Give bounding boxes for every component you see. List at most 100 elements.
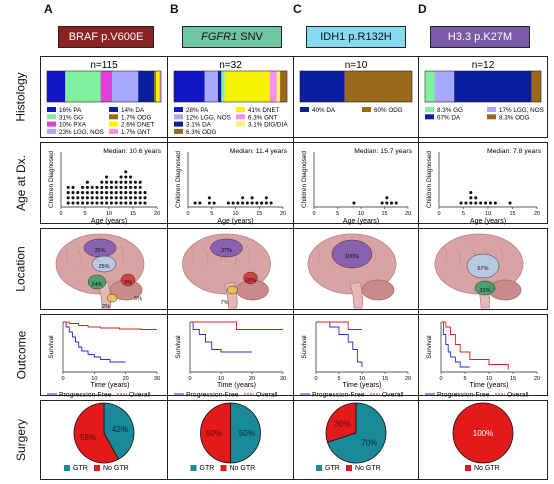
- km-x-tick-label: 20: [405, 376, 411, 382]
- age-data-point: [129, 175, 133, 179]
- age-data-point: [71, 185, 75, 189]
- km-x-tick-label: 0: [314, 376, 317, 382]
- age-data-point: [269, 201, 273, 205]
- legend-label: 6.3% GNT: [248, 114, 278, 121]
- age-data-point: [124, 196, 128, 200]
- age-data-point: [81, 185, 85, 189]
- age-data-point: [71, 191, 75, 195]
- age-data-point: [66, 185, 70, 189]
- age-y-label: Children Diagnosed: [426, 151, 433, 208]
- age-data-point: [119, 191, 123, 195]
- histology-n-label: n=10: [345, 60, 368, 71]
- age-data-point: [385, 196, 389, 200]
- km-x-tick-label: 10: [486, 376, 492, 382]
- age-data-point: [250, 196, 254, 200]
- age-data-point: [474, 201, 478, 205]
- km-x-tick-label: 10: [91, 376, 97, 382]
- age-data-point: [100, 201, 104, 205]
- legend-label: 67% DA: [437, 114, 461, 121]
- legend-swatch: [174, 107, 183, 112]
- age-data-point: [479, 201, 483, 205]
- age-y-label: Children Diagnosed: [301, 151, 308, 208]
- age-data-point: [394, 201, 398, 205]
- age-x-label: Age (years): [343, 218, 379, 225]
- age-data-point: [95, 185, 99, 189]
- pie-slice: [325, 402, 357, 443]
- histology-bar-segment: [425, 71, 435, 102]
- age-x-tick-label: 20: [154, 211, 160, 217]
- km-y-label: Survival: [175, 335, 182, 359]
- age-data-point: [385, 201, 389, 205]
- histology-bar-segment: [47, 71, 66, 102]
- age-x-tick-label: 0: [437, 211, 440, 217]
- legend-swatch: [109, 128, 118, 134]
- location-percent-label: 67%: [477, 266, 488, 272]
- km-legend-label: Overall: [129, 392, 151, 399]
- legend-swatch: [487, 107, 496, 112]
- age-data-point: [71, 196, 75, 200]
- location-region: [227, 285, 238, 295]
- legend-swatch: [47, 128, 56, 134]
- age-data-point: [95, 201, 99, 205]
- age-data-point: [85, 196, 89, 200]
- age-data-point: [114, 201, 118, 205]
- age-x-tick-label: 0: [59, 211, 62, 217]
- age-data-point: [105, 185, 109, 189]
- age-data-point: [207, 196, 211, 200]
- legend-label: 3.1% DA: [186, 122, 212, 129]
- km-progression-free-line: [441, 321, 470, 368]
- histology-bar-segment: [221, 71, 225, 102]
- age-data-point: [129, 201, 133, 205]
- legend-swatch: [109, 114, 118, 120]
- row-frame-age: [40, 142, 548, 224]
- km-y-label: Survival: [48, 335, 55, 359]
- legend-swatch: [47, 107, 56, 112]
- age-data-point: [90, 191, 94, 195]
- legend-swatch: [487, 114, 496, 120]
- km-y-label: Survival: [301, 335, 308, 359]
- km-x-tick-label: 0: [188, 376, 191, 382]
- location-percent-label: 37%: [221, 248, 232, 254]
- pie-slice-label: 70%: [361, 439, 377, 448]
- age-x-label: Age (years): [470, 218, 506, 225]
- location-region: [210, 238, 243, 258]
- km-progression-free-line: [316, 321, 363, 367]
- pie-legend-label: No GTR: [474, 465, 500, 472]
- panel-letter-a: A: [44, 2, 53, 16]
- histology-bar-segment: [154, 71, 157, 102]
- legend-label: 1.7% GNT: [121, 129, 151, 136]
- age-data-point: [114, 185, 118, 189]
- age-data-point: [212, 201, 216, 205]
- age-data-point: [133, 201, 137, 205]
- histology-bar-segment: [454, 71, 532, 102]
- km-x-tick-label: 15: [510, 376, 516, 382]
- age-data-point: [114, 191, 118, 195]
- histology-n-label: n=12: [472, 60, 495, 71]
- km-legend-label: Progression-Free: [437, 392, 490, 399]
- age-data-point: [469, 201, 473, 205]
- column-divider: [167, 56, 168, 480]
- legend-swatch: [109, 107, 118, 112]
- age-data-point: [138, 196, 142, 200]
- location-region: [120, 273, 136, 287]
- age-data-point: [255, 201, 259, 205]
- age-data-point: [105, 191, 109, 195]
- age-x-tick-label: 20: [280, 211, 286, 217]
- age-data-point: [76, 191, 80, 195]
- pie-legend-swatch: [94, 465, 100, 471]
- km-overall-line: [190, 321, 283, 330]
- brain-cerebellum: [361, 279, 395, 301]
- age-data-point: [124, 191, 128, 195]
- km-x-tick-label: 0: [439, 376, 442, 382]
- age-data-point: [81, 191, 85, 195]
- histology-bar-segment: [159, 71, 161, 102]
- age-x-tick-label: 15: [130, 211, 136, 217]
- age-data-point: [114, 180, 118, 184]
- age-data-point: [143, 196, 147, 200]
- location-region: [474, 280, 496, 296]
- age-data-point: [85, 185, 89, 189]
- age-data-point: [109, 185, 113, 189]
- age-x-tick-label: 10: [485, 211, 491, 217]
- age-median-label: Median: 11.4 years: [230, 148, 288, 155]
- histology-bar-outline: [46, 70, 162, 103]
